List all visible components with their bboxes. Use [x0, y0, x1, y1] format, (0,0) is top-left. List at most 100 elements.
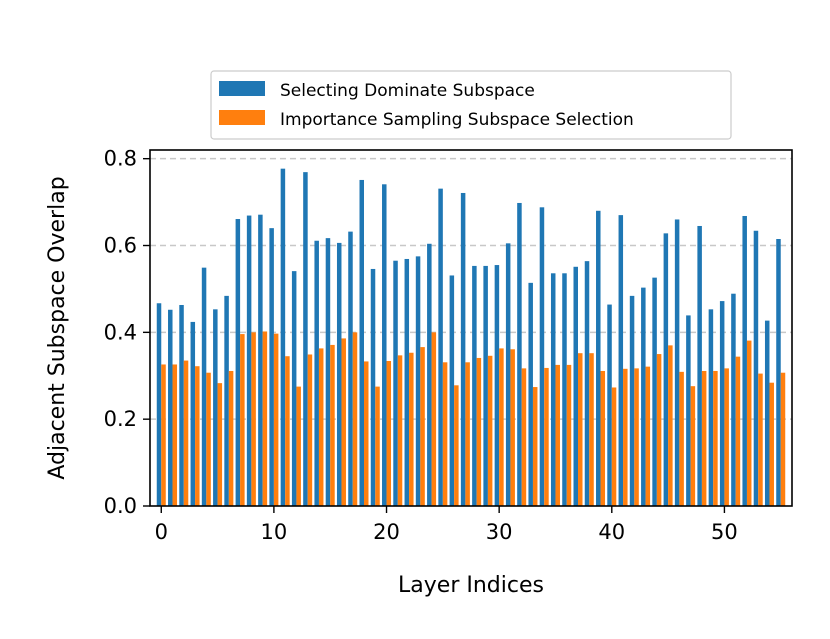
x-tick-label: 40 — [598, 520, 625, 544]
bar-dominate — [663, 233, 669, 507]
bar-dominate — [348, 231, 353, 506]
legend-label-importance: Importance Sampling Subspace Selection — [280, 110, 634, 130]
bar-dominate — [449, 275, 455, 506]
bar-importance — [589, 353, 594, 506]
bar-importance — [769, 382, 774, 506]
bar-importance — [690, 386, 696, 506]
bar-dominate — [370, 268, 376, 506]
legend-swatch-dominate — [219, 81, 265, 96]
bar-importance — [251, 332, 256, 506]
y-tick-label: 0.6 — [104, 234, 137, 258]
bar-dominate — [629, 295, 635, 506]
bar-dominate — [404, 258, 410, 506]
bar-dominate — [303, 172, 308, 506]
bar-dominate — [325, 238, 331, 506]
bar-importance — [442, 362, 448, 506]
bar-dominate — [764, 320, 770, 506]
bar-importance — [364, 361, 369, 506]
bar-importance — [330, 344, 335, 506]
bar-dominate — [573, 266, 578, 506]
bar-dominate — [336, 242, 342, 506]
y-tick-label: 0.0 — [104, 494, 137, 518]
bar-importance — [161, 364, 166, 506]
bar-importance — [172, 364, 178, 506]
bar-importance — [465, 362, 470, 506]
bar-dominate — [731, 293, 736, 506]
bar-dominate — [359, 179, 364, 506]
axes-frame — [149, 149, 793, 507]
bar-dominate — [427, 243, 432, 506]
bar-importance — [431, 332, 437, 506]
bar-importance — [217, 383, 223, 506]
bar-importance — [566, 364, 572, 506]
bar-importance — [510, 349, 515, 506]
bar-dominate — [674, 219, 680, 506]
bar-importance — [195, 366, 200, 506]
bar-importance — [341, 338, 346, 506]
bar-dominate — [596, 210, 601, 506]
bar-importance — [352, 332, 358, 506]
bar-dominate — [528, 282, 533, 506]
bar-dominate — [201, 267, 207, 506]
bar-dominate — [483, 265, 488, 506]
y-tick-label: 0.4 — [104, 320, 137, 344]
bar-dominate — [697, 225, 702, 506]
y-axis-label: Adjacent Subspace Overlap — [45, 176, 70, 479]
bar-dominate — [291, 271, 297, 506]
bar-importance — [499, 348, 504, 506]
bar-importance — [375, 386, 380, 506]
bar-dominate — [686, 315, 691, 506]
bar-dominate — [156, 303, 162, 506]
bar-importance — [724, 368, 729, 506]
x-axis-label: Layer Indices — [398, 573, 544, 598]
bar-importance — [409, 352, 414, 506]
bar-dominate — [618, 215, 624, 506]
bar-importance — [262, 331, 268, 506]
bar-dominate — [742, 215, 747, 507]
bar-importance — [420, 347, 425, 506]
bar-importance — [296, 386, 301, 506]
bar-dominate — [314, 240, 319, 507]
legend-swatch-importance — [219, 110, 265, 125]
bar-importance — [555, 364, 560, 506]
bar-dominate — [719, 301, 725, 506]
bar-dominate — [415, 256, 421, 506]
bar-importance — [713, 370, 718, 506]
bar-importance — [206, 372, 211, 506]
bar-dominate — [562, 273, 567, 506]
bar-dominate — [460, 192, 466, 507]
x-tick-label: 30 — [486, 520, 513, 544]
bar-dominate — [641, 287, 646, 506]
bar-importance — [668, 345, 673, 506]
bar-importance — [735, 356, 741, 506]
bar-dominate — [472, 265, 477, 506]
bar-importance — [758, 373, 763, 506]
bar-importance — [318, 348, 324, 506]
bar-dominate — [539, 207, 545, 506]
y-gridlines — [150, 157, 792, 420]
bar-importance — [273, 333, 279, 506]
bar-importance — [487, 355, 493, 506]
bar-importance — [532, 387, 538, 506]
bar-importance — [454, 385, 459, 506]
bar-importance — [780, 372, 786, 506]
bar-importance — [307, 354, 313, 506]
bar-importance — [746, 340, 752, 506]
legend-label-dominate: Selecting Dominate Subspace — [280, 81, 535, 101]
bar-dominate — [753, 230, 759, 506]
bar-importance — [600, 370, 606, 506]
x-tick-label: 10 — [261, 520, 288, 544]
bar-dominate — [776, 239, 781, 506]
bar-dominate — [179, 304, 184, 506]
bar-dominate — [246, 215, 252, 506]
bar-dominate — [382, 184, 387, 507]
bar-importance — [679, 371, 684, 506]
bar-dominate — [607, 304, 612, 506]
bar-importance — [656, 354, 662, 506]
bar-importance — [623, 368, 628, 506]
bar-dominate — [213, 309, 218, 506]
bar-dominate — [708, 309, 714, 506]
bar-importance — [240, 334, 245, 506]
bar-importance — [183, 360, 189, 506]
